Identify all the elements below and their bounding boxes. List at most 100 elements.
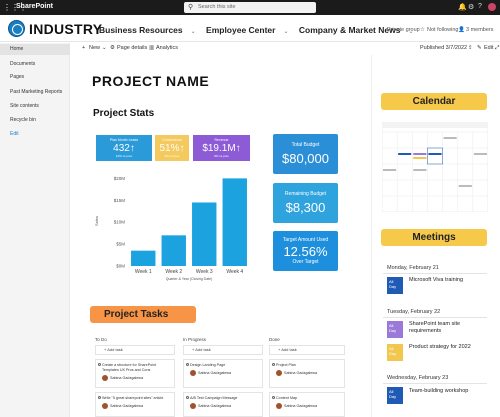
add-task-label: Add task [195,347,211,352]
kpi-sub: 9% vs prev [214,154,229,158]
meeting-title[interactable]: Product strategy for 2022 [409,344,471,350]
avatar [276,403,282,409]
chevron-down-icon[interactable]: ⌄ [102,45,107,51]
leftnav-pages[interactable]: Pages [10,74,25,80]
task-card[interactable]: Design Landing Page Sabina Gadzgalewa [183,359,263,388]
left-navigation: Home Documents Pages Past Marketing Repo… [0,43,70,417]
task-checkbox[interactable] [186,363,189,366]
app-launcher-icon[interactable]: ⋮⋮⋮ [3,3,27,12]
card-label: Target Amount Used [282,237,329,243]
meeting-title[interactable]: Team-building workshop [409,388,469,394]
page-title: PROJECT NAME [92,73,210,89]
chart-bar [131,250,156,266]
site-logo-icon[interactable] [8,20,25,37]
add-task-todo[interactable]: + Add task [95,345,175,355]
task-checkbox[interactable] [272,363,275,366]
leftnav-documents[interactable]: Documents [10,61,36,67]
chart-bar [192,202,217,266]
notifications-icon[interactable]: 🔔 [458,4,467,11]
meeting-date: Tuesday, February 22 [387,309,441,315]
calendar-event [413,153,427,155]
task-card[interactable]: Write "5 great sharepoint sites" article… [95,392,175,417]
task-title: Write "5 great sharepoint sites" article [102,396,164,400]
task-title: Project Plan [276,363,296,367]
task-checkbox[interactable] [186,396,189,399]
site-name[interactable]: INDUSTRY [29,21,103,37]
task-card[interactable]: A/B Test Campaign Message Sabina Gadzgal… [183,392,263,417]
task-assignee: Sabina Gadzgalewa [198,370,232,375]
column-done: Done [269,337,280,342]
avatar [190,370,196,376]
avatar [190,403,196,409]
share-icon[interactable]: ⇪ [468,45,473,51]
column-divider [371,55,372,417]
target-used-card: Target Amount Used 12.56% Over Target [273,231,338,271]
top-navigation: Business Resources ⌄ Employee Center ⌄ Com… [99,25,421,35]
chart-bar [161,235,186,266]
x-tick-label: Week 4 [226,269,243,275]
meeting-title[interactable]: SharePoint team site requirements [409,321,461,334]
avatar[interactable] [488,3,496,11]
leftnav-home[interactable]: Home [0,44,70,55]
calendar-event [383,169,397,171]
search-box[interactable]: ⚲ Search this site [184,2,316,13]
settings-icon[interactable]: ⚙ [468,4,475,11]
nav-employee-center[interactable]: Employee Center [206,25,276,35]
avatar [102,403,108,409]
edit-button[interactable]: Edit [484,45,494,51]
kpi-value: 51%↑ [159,143,185,154]
new-button[interactable]: New [89,45,101,51]
chevron-down-icon[interactable]: ⌄ [408,29,414,35]
task-assignee: Sabina Gadzgalewa [110,403,144,408]
task-checkbox[interactable] [98,363,101,366]
kpi-leads: Plan Month Leads 432↑ 12% vs prev [96,135,152,161]
analytics-icon: ▥ [149,45,155,51]
task-card[interactable]: Content Map Sabina Gadzgalewa [269,392,345,417]
star-icon[interactable]: ☆ [420,27,425,33]
task-card[interactable]: Create a structure for SharePoint Templa… [95,359,175,388]
leftnav-edit[interactable]: Edit [10,131,19,137]
add-task-label: Add task [281,347,297,352]
kpi-label: Plan Month Leads [109,138,139,142]
members-button[interactable]: 3 members [466,27,494,33]
follow-button[interactable]: Not following [427,27,459,33]
add-task-in-progress[interactable]: + Add task [183,345,263,355]
chevron-down-icon[interactable]: ⌄ [190,29,196,35]
calendar-heading: Calendar [381,93,487,110]
leftnav-recycle-bin[interactable]: Recycle bin [10,117,36,123]
y-tick-label: $10M [114,220,126,225]
kpi-sub: 12% vs prev [115,154,133,158]
search-icon: ⚲ [188,4,194,11]
plus-icon[interactable]: + [82,45,86,51]
task-card[interactable]: Project Plan Sabina Gadzgalewa [269,359,345,388]
app-name[interactable]: SharePoint [16,3,53,10]
card-value: 12.56% [283,244,328,259]
column-in-progress: In Progress [183,337,207,342]
analytics-button[interactable]: Analytics [156,45,179,51]
leftnav-past-marketing-reports[interactable]: Past Marketing Reports [10,89,63,95]
task-checkbox[interactable] [98,396,101,399]
help-icon[interactable]: ? [478,3,482,10]
calendar-grid[interactable] [382,122,488,212]
calendar-event [473,153,487,155]
card-label: Total Budget [291,142,320,148]
task-checkbox[interactable] [272,396,275,399]
meeting-title[interactable]: Microsoft Viva training [409,277,464,283]
task-assignee: Sabina Gadzgalewa [110,375,144,380]
y-tick-label: $20M [114,176,126,181]
nav-business-resources[interactable]: Business Resources [99,25,183,35]
nav-company-news[interactable]: Company & Market News [298,25,401,35]
kpi-value: 432↑ [113,143,135,154]
group-type: Private group [387,27,420,33]
kpi-sub: 4% vs prev [164,154,180,158]
x-tick-label: Week 2 [165,269,182,275]
expand-icon[interactable]: ⤢ [495,45,500,51]
task-title: Content Map [276,396,298,400]
calendar-event [428,153,442,155]
leftnav-site-contents[interactable]: Site contents [10,103,39,109]
page-details-button[interactable]: Page details [117,45,148,51]
add-task-done[interactable]: + Add task [269,345,345,355]
calendar-event [443,137,457,139]
chevron-down-icon[interactable]: ⌄ [283,29,289,35]
task-assignee: Sabina Gadzgalewa [198,403,232,408]
